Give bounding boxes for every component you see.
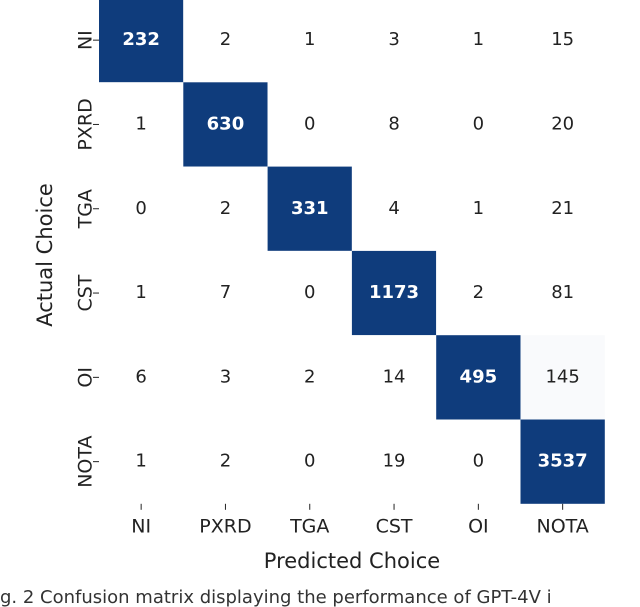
cell-label: 1 xyxy=(135,451,146,472)
cell-label: 7 xyxy=(220,282,231,303)
cell xyxy=(520,419,605,504)
y-tick-label: TGA xyxy=(75,189,97,229)
y-axis-title: Actual Choice xyxy=(33,183,57,327)
cell xyxy=(520,82,605,167)
cell-label: 2 xyxy=(304,366,315,387)
cell xyxy=(436,166,521,251)
cell xyxy=(436,250,521,336)
cell-label: 0 xyxy=(135,198,146,219)
y-tick-label: NOTA xyxy=(75,435,97,487)
y-tick-label: OI xyxy=(75,367,97,388)
cell-label: 8 xyxy=(388,113,399,134)
y-tick-label: CST xyxy=(75,274,97,311)
cell xyxy=(351,335,437,420)
cell-label: 2 xyxy=(220,451,231,472)
cell-label: 15 xyxy=(551,29,574,50)
cell xyxy=(351,82,437,167)
cell xyxy=(183,166,268,251)
cell xyxy=(520,166,605,251)
cell xyxy=(99,419,184,504)
cell xyxy=(267,82,352,167)
cell xyxy=(351,166,437,251)
cell-label: 4 xyxy=(388,198,399,219)
x-tick-label: OI xyxy=(468,516,489,538)
cell xyxy=(436,82,521,167)
cell xyxy=(436,0,521,83)
cell-label: 14 xyxy=(383,366,406,387)
cell-label: 3537 xyxy=(538,451,588,472)
cell xyxy=(520,335,605,420)
cell xyxy=(436,419,521,504)
cell xyxy=(183,250,268,336)
cell xyxy=(183,82,268,167)
cell-label: 1 xyxy=(135,113,146,134)
cell-label: 331 xyxy=(291,198,329,219)
cell-label: 630 xyxy=(207,113,245,134)
cell-label: 20 xyxy=(551,113,574,134)
cell xyxy=(267,0,352,83)
cell-label: 0 xyxy=(473,113,484,134)
cell-label: 3 xyxy=(220,366,231,387)
x-tick-label: NI xyxy=(131,516,151,538)
cell-label: 2 xyxy=(220,29,231,50)
cell-label: 2 xyxy=(220,198,231,219)
x-tick-label: PXRD xyxy=(199,516,251,538)
caption: g. 2 Confusion matrix displaying the per… xyxy=(0,587,552,607)
cell xyxy=(436,335,521,420)
cell-label: 0 xyxy=(304,113,315,134)
cell xyxy=(99,82,184,167)
cell-label: 2 xyxy=(473,282,484,303)
cell xyxy=(267,419,352,504)
y-tick-label: PXRD xyxy=(75,98,97,150)
cell xyxy=(520,0,605,83)
cell-label: 81 xyxy=(551,282,574,303)
cell xyxy=(99,0,184,83)
cell-label: 1 xyxy=(473,198,484,219)
cell-label: 495 xyxy=(460,366,498,387)
cell xyxy=(267,335,352,420)
cell-label: 232 xyxy=(122,29,160,50)
cell-label: 1 xyxy=(473,29,484,50)
cell-label: 145 xyxy=(545,366,579,387)
cell xyxy=(183,335,268,420)
x-tick-label: CST xyxy=(376,516,413,538)
cell-label: 1 xyxy=(304,29,315,50)
cell xyxy=(351,250,437,336)
cell xyxy=(99,335,184,420)
cell-label: 1173 xyxy=(369,282,419,303)
cell xyxy=(99,166,184,251)
x-axis-title: Predicted Choice xyxy=(264,549,440,573)
cell xyxy=(99,250,184,336)
cell xyxy=(267,166,352,251)
cell-label: 0 xyxy=(304,282,315,303)
cell-label: 0 xyxy=(473,451,484,472)
x-tick-label: NOTA xyxy=(537,516,589,538)
cell-label: 3 xyxy=(388,29,399,50)
x-tick-label: TGA xyxy=(289,516,329,538)
y-tick-label: NI xyxy=(75,30,97,50)
cell xyxy=(267,250,352,336)
cell-label: 21 xyxy=(551,198,574,219)
cell xyxy=(351,0,437,83)
cell-label: 1 xyxy=(135,282,146,303)
cell-label: 19 xyxy=(383,451,406,472)
cell xyxy=(183,0,268,83)
cell xyxy=(520,250,605,336)
cell-label: 6 xyxy=(135,366,146,387)
cell-label: 0 xyxy=(304,451,315,472)
cell xyxy=(183,419,268,504)
cell xyxy=(351,419,437,504)
